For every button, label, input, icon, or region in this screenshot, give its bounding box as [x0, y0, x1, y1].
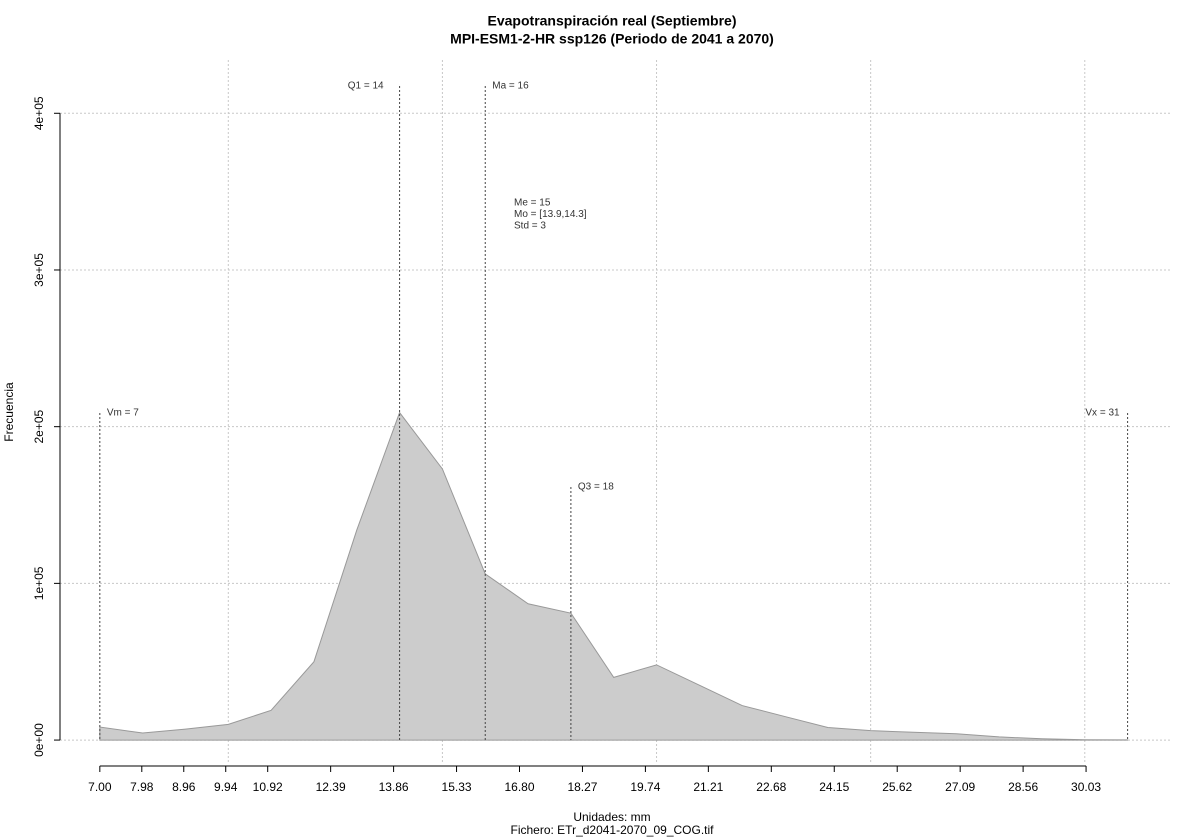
- x-tick-label: 16.80: [504, 780, 534, 794]
- marker-label: Vm = 7: [107, 408, 139, 419]
- chart-title: Evapotranspiración real (Septiembre): [488, 13, 737, 29]
- x-tick-label: 27.09: [945, 780, 975, 794]
- x-axis-label: Unidades: mm: [573, 810, 650, 824]
- x-tick-label: 8.96: [172, 780, 196, 794]
- y-tick-label: 4e+05: [32, 96, 46, 130]
- stat-label: Mo = [13.9,14.3]: [514, 209, 587, 220]
- marker-label: Q1 = 14: [348, 81, 384, 92]
- x-tick-label: 19.74: [630, 780, 660, 794]
- area: [99, 411, 1129, 741]
- x-tick-label: 9.94: [214, 780, 238, 794]
- x-tick-label: 24.15: [819, 780, 849, 794]
- y-tick-label: 0e+00: [32, 723, 46, 757]
- x-tick-label: 15.33: [442, 780, 472, 794]
- x-tick-label: 21.21: [693, 780, 723, 794]
- x-tick-label: 12.39: [316, 780, 346, 794]
- marker-label: Q3 = 18: [578, 482, 614, 493]
- y-tick-label: 1e+05: [32, 566, 46, 600]
- x-tick-label: 30.03: [1071, 780, 1101, 794]
- x-tick-label: 10.92: [253, 780, 283, 794]
- x-tick-label: 7.00: [88, 780, 112, 794]
- x-tick-label: 18.27: [567, 780, 597, 794]
- x-tick-label: 22.68: [756, 780, 786, 794]
- footer: Fichero: ETr_d2041-2070_09_COG.tif: [511, 823, 715, 837]
- stat-label: Me = 15: [514, 198, 551, 209]
- x-tick-label: 28.56: [1008, 780, 1038, 794]
- y-axis-label: Frecuencia: [2, 382, 16, 442]
- y-tick-label: 3e+05: [32, 253, 46, 287]
- x-tick-label: 25.62: [882, 780, 912, 794]
- stat-label: Std = 3: [514, 221, 546, 232]
- y-tick-label: 2e+05: [32, 409, 46, 443]
- marker-label: Vx = 31: [1085, 408, 1120, 419]
- x-tick-label: 7.98: [130, 780, 154, 794]
- marker-label: Ma = 16: [492, 81, 529, 92]
- chart-subtitle: MPI-ESM1-2-HR ssp126 (Periodo de 2041 a …: [450, 31, 774, 47]
- x-tick-label: 13.86: [379, 780, 409, 794]
